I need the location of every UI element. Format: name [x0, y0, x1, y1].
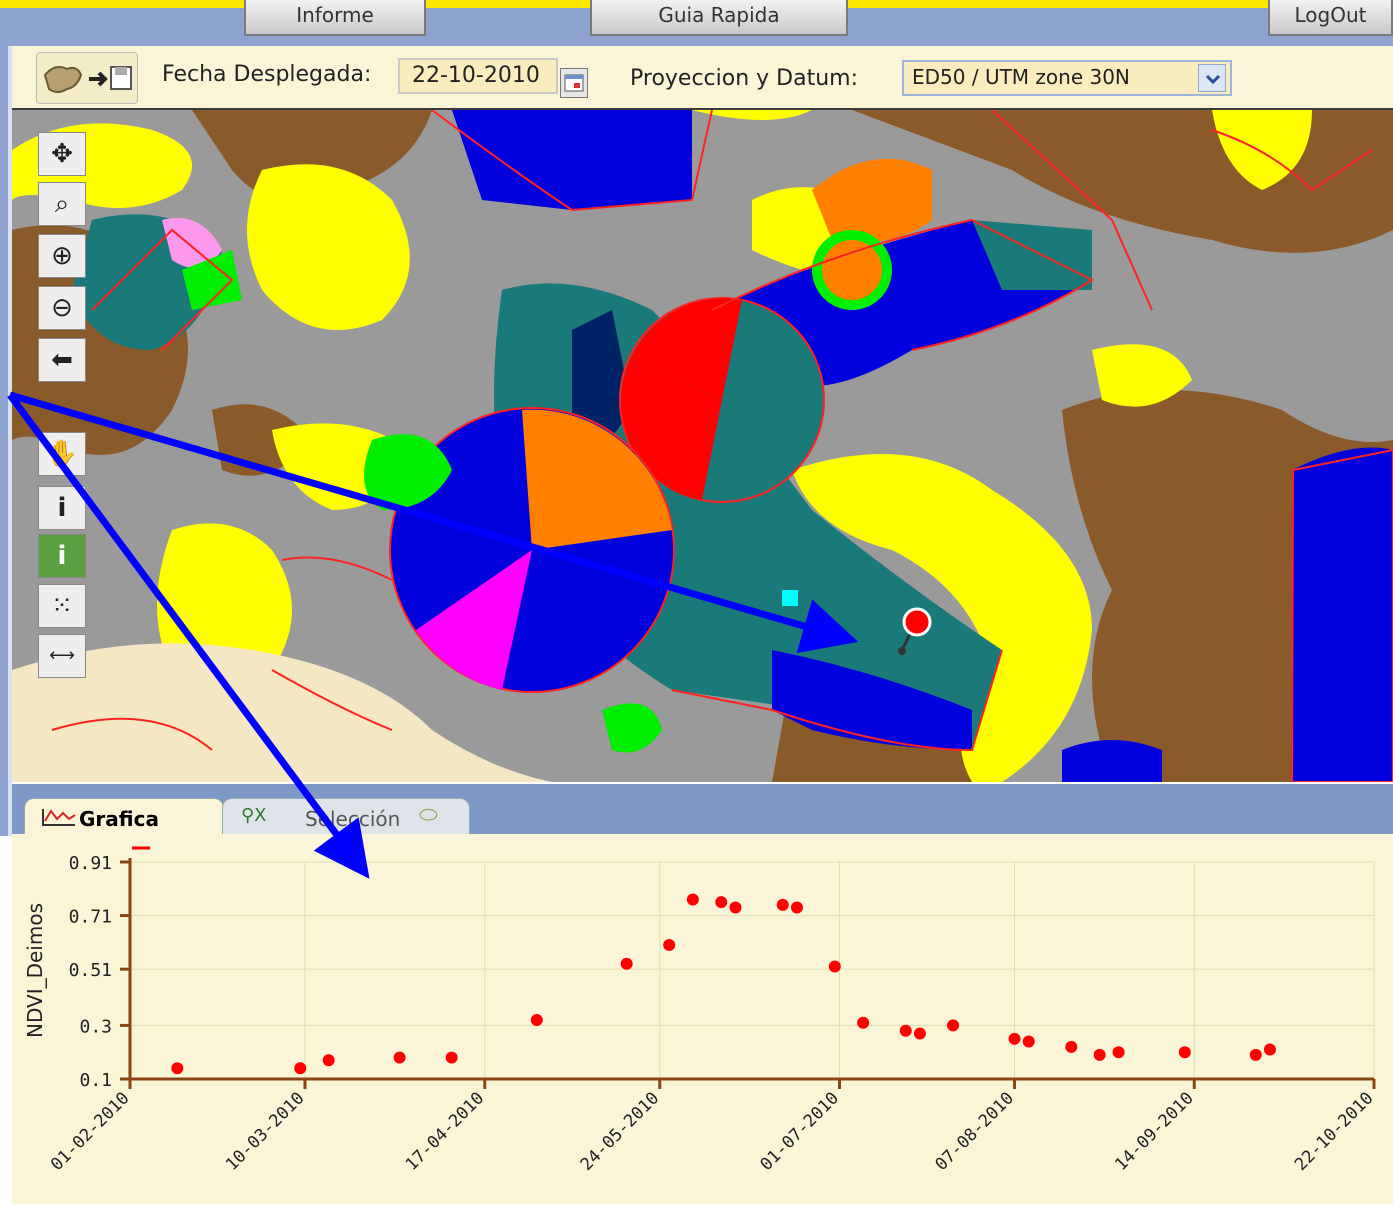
fecha-label: Fecha Desplegada:	[162, 62, 372, 87]
measure-icon[interactable]: ⟷	[38, 634, 86, 678]
fecha-input[interactable]: 22-10-2010	[398, 58, 558, 94]
data-point	[322, 1054, 335, 1067]
bottom-tab-strip: Grafica ⚲X Selección ⬭	[12, 784, 1393, 838]
data-point	[899, 1024, 912, 1037]
proyeccion-select[interactable]: ED50 / UTM zone 30N	[902, 60, 1232, 96]
zoom-extent-icon[interactable]: ⌕	[38, 182, 86, 226]
x-tick-label: 24-05-2010	[577, 1088, 664, 1175]
data-point	[1263, 1043, 1276, 1056]
data-point	[1022, 1035, 1035, 1048]
y-tick-label: 0.51	[69, 960, 112, 981]
x-tick-label: 10-03-2010	[222, 1088, 309, 1175]
map-toolbar: Fecha Desplegada: 22-10-2010 Proyeccion …	[12, 46, 1393, 110]
tab-seleccion-label: Selección	[305, 807, 401, 831]
data-point	[620, 957, 633, 970]
tab-grafica-label: Grafica	[79, 807, 159, 831]
guia-rapida-button[interactable]: Guia Rapida	[590, 0, 848, 36]
info-green-icon[interactable]: i	[38, 534, 86, 578]
data-point	[715, 896, 728, 909]
y-axis-label: NDVI_Deimos	[23, 903, 47, 1038]
y-tick-label: 0.91	[69, 853, 112, 874]
search-excel-icon: ⚲X	[241, 805, 267, 826]
data-point	[947, 1019, 960, 1032]
x-tick-label: 22-10-2010	[1291, 1088, 1378, 1175]
pan-arrows-icon[interactable]: ✥	[38, 132, 86, 176]
informe-button[interactable]: Informe	[244, 0, 426, 36]
data-point	[393, 1051, 406, 1064]
data-point	[530, 1014, 543, 1027]
calendar-icon[interactable]	[560, 68, 588, 98]
zoom-out-icon[interactable]: ⊖	[38, 286, 86, 330]
x-tick-label: 07-08-2010	[932, 1088, 1019, 1175]
proyeccion-label: Proyeccion y Datum:	[630, 66, 859, 91]
info-icon[interactable]: i	[38, 486, 86, 530]
x-tick-label: 14-09-2010	[1111, 1088, 1198, 1175]
data-point	[857, 1016, 870, 1029]
x-tick-label: 17-04-2010	[402, 1088, 489, 1175]
y-tick-label: 0.71	[69, 907, 112, 928]
data-point	[913, 1027, 926, 1040]
data-point	[171, 1062, 184, 1075]
logout-button[interactable]: LogOut	[1268, 0, 1393, 36]
y-tick-label: 0.1	[79, 1070, 112, 1091]
hand-pan-icon[interactable]: ✋	[38, 432, 86, 476]
line-chart-icon	[42, 809, 76, 826]
zoom-in-icon[interactable]: ⊕	[38, 234, 86, 278]
tab-grafica[interactable]: Grafica	[24, 798, 224, 838]
left-frame	[0, 46, 12, 836]
chart-panel: 0.91 0.71 0.51 0.3 0.1 01-02-2010 10-03-2010 17…	[12, 834, 1393, 1204]
data-point	[1249, 1048, 1262, 1061]
data-point	[1008, 1032, 1021, 1045]
select-points-icon[interactable]: ⁙	[38, 584, 86, 628]
map-canvas[interactable]	[12, 110, 1393, 782]
data-point	[790, 901, 803, 914]
eraser-icon: ⬭	[419, 803, 438, 828]
map-export-icon	[43, 66, 132, 93]
top-navigation-bar: Informe Guia Rapida LogOut	[0, 0, 1393, 46]
x-tick-label: 01-07-2010	[757, 1088, 844, 1175]
data-point	[1112, 1046, 1125, 1059]
map-viewport[interactable]: ✥ ⌕ ⊕ ⊖ ⬅ ✋ i i ⁙ ⟷	[12, 110, 1393, 782]
data-point	[686, 893, 699, 906]
data-point	[445, 1051, 458, 1064]
data-point	[1065, 1040, 1078, 1053]
chevron-down-icon[interactable]	[1198, 64, 1226, 92]
data-point	[776, 898, 789, 911]
data-point	[1093, 1048, 1106, 1061]
ndvi-chart: 0.91 0.71 0.51 0.3 0.101-02-2010 10-03-2010 17…	[23, 846, 1378, 1175]
data-point	[663, 939, 676, 952]
back-arrow-icon[interactable]: ⬅	[38, 338, 86, 382]
y-tick-label: 0.3	[79, 1016, 112, 1037]
data-point	[1178, 1046, 1191, 1059]
data-point	[828, 960, 841, 973]
x-tick-label: 01-02-2010	[47, 1088, 134, 1175]
export-map-button[interactable]	[36, 52, 138, 104]
tab-seleccion[interactable]: ⚲X Selección ⬭	[222, 798, 470, 838]
data-point	[294, 1062, 307, 1075]
location-marker-icon[interactable]	[898, 607, 932, 655]
data-point	[729, 901, 742, 914]
proyeccion-select-value: ED50 / UTM zone 30N	[912, 65, 1130, 89]
